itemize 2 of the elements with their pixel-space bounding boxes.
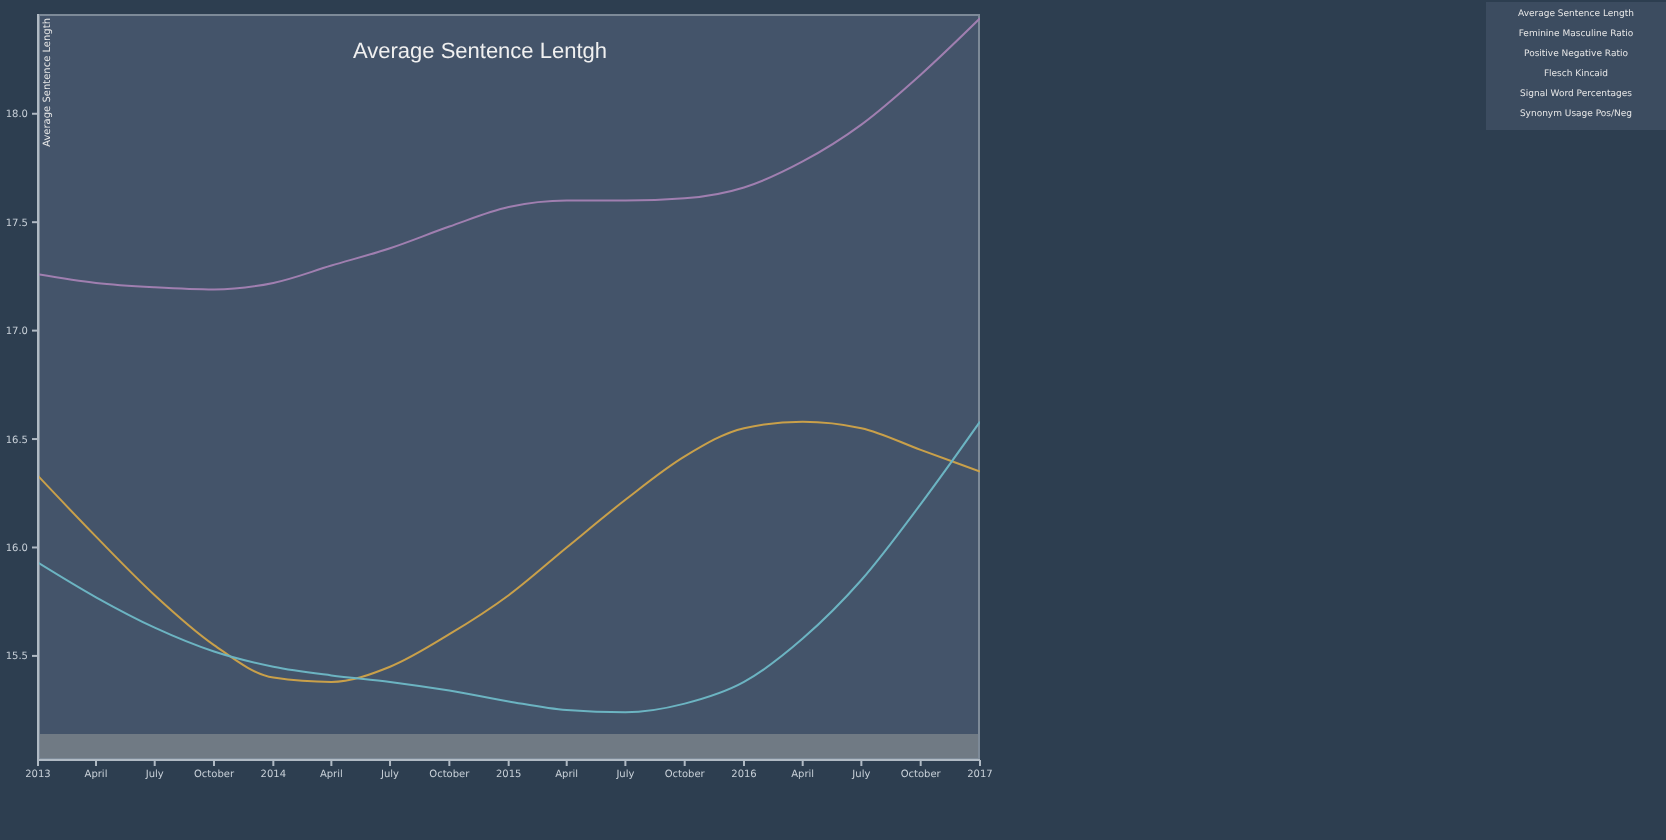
line-series	[38, 17, 980, 291]
text: Average Sentence Lentgh	[350, 40, 609, 64]
